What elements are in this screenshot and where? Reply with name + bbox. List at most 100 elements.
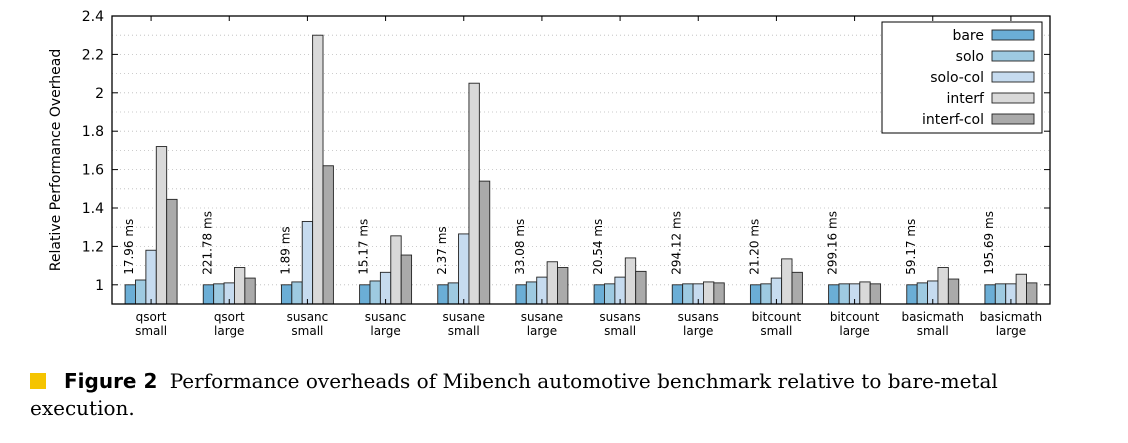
bar-solo-11 bbox=[994, 283, 1007, 305]
bar-solo-9 bbox=[838, 283, 850, 305]
y-tick-label: 1.6 bbox=[82, 163, 104, 179]
bar-bare-4 bbox=[437, 284, 449, 305]
legend: bare solo solo-col interf interf-col bbox=[881, 21, 1043, 134]
bar-interf-col-10 bbox=[947, 278, 960, 305]
bar-bare-5 bbox=[515, 284, 527, 305]
x-tick-label: susanc bbox=[365, 310, 407, 324]
y-tick-label: 1.8 bbox=[82, 124, 104, 140]
bar-interf-2 bbox=[312, 34, 324, 305]
bar-interf-col-8 bbox=[791, 271, 803, 305]
y-axis-label: Relative Performance Overhead bbox=[48, 49, 64, 271]
bar-annotation: 221.78 ms bbox=[200, 211, 214, 275]
x-tick-label-sub: small bbox=[760, 324, 792, 338]
bar-annotation: 2.37 ms bbox=[435, 226, 449, 274]
legend-label-interf: interf bbox=[946, 91, 985, 107]
bar-solo-col-4 bbox=[458, 233, 470, 305]
bar-interf-1 bbox=[233, 267, 246, 305]
bars bbox=[124, 34, 1038, 305]
bar-annotation: 21.20 ms bbox=[747, 219, 761, 275]
caption-text: Performance overheads of Mibench automot… bbox=[30, 369, 998, 420]
x-tick-label: basicmath bbox=[901, 310, 964, 324]
bar-bare-7 bbox=[671, 284, 684, 305]
bar-bare-3 bbox=[359, 284, 371, 305]
figure-caption: Figure 2 Performance overheads of Mibenc… bbox=[30, 368, 1090, 422]
legend-label-bare: bare bbox=[952, 28, 984, 44]
legend-swatch-interf-col bbox=[991, 113, 1035, 125]
bar-annotations: 17.96 ms 221.78 ms 1.89 ms 15.17 ms 2.37 ms 3… bbox=[122, 211, 996, 275]
bar-interf-col-4 bbox=[478, 180, 491, 305]
x-axis: qsortsmallqsortlargesusancsmallsusanclar… bbox=[135, 16, 1042, 338]
bar-annotation: 15.17 ms bbox=[357, 219, 371, 275]
bar-solo-col-0 bbox=[145, 249, 157, 305]
bar-interf-3 bbox=[390, 235, 402, 305]
y-tick-label: 2.2 bbox=[82, 47, 104, 63]
x-tick-label-sub: large bbox=[996, 324, 1026, 338]
x-tick-label-sub: small bbox=[917, 324, 949, 338]
legend-label-interf-col: interf-col bbox=[922, 112, 984, 128]
bar-bare-8 bbox=[749, 284, 762, 305]
x-tick-label: susane bbox=[443, 310, 485, 324]
legend-swatch-interf bbox=[991, 92, 1035, 104]
legend-label-solo-col: solo-col bbox=[930, 70, 984, 86]
bar-interf-4 bbox=[468, 82, 480, 305]
x-tick-label: bitcount bbox=[830, 310, 880, 324]
bar-bare-10 bbox=[906, 284, 918, 305]
x-tick-label-sub: small bbox=[604, 324, 636, 338]
bar-solo-10 bbox=[916, 282, 929, 305]
legend-swatch-solo-col bbox=[991, 71, 1035, 83]
bar-solo-7 bbox=[682, 283, 694, 305]
legend-swatch-bare bbox=[991, 29, 1035, 41]
x-tick-label: qsort bbox=[136, 310, 167, 324]
x-tick-label-sub: small bbox=[448, 324, 480, 338]
bar-interf-col-7 bbox=[713, 282, 725, 305]
bar-interf-10 bbox=[937, 267, 949, 305]
y-tick-label: 2.4 bbox=[82, 9, 104, 25]
bar-interf-col-11 bbox=[1026, 282, 1038, 305]
bar-interf-col-5 bbox=[557, 267, 569, 305]
bar-annotation: 33.08 ms bbox=[513, 219, 527, 275]
bar-interf-9 bbox=[859, 281, 871, 305]
x-tick-label: susans bbox=[599, 310, 640, 324]
y-tick-label: 1.4 bbox=[82, 201, 104, 217]
bar-interf-8 bbox=[781, 258, 793, 305]
x-tick-label-sub: large bbox=[683, 324, 713, 338]
caption-label: Figure 2 bbox=[64, 369, 158, 393]
x-tick-label: susane bbox=[521, 310, 563, 324]
y-tick-label: 1 bbox=[95, 278, 104, 294]
x-tick-label-sub: large bbox=[370, 324, 400, 338]
x-tick-label: susans bbox=[678, 310, 719, 324]
bar-bare-6 bbox=[593, 284, 605, 305]
x-tick-label-sub: large bbox=[527, 324, 557, 338]
bar-bare-1 bbox=[202, 284, 215, 305]
bar-solo-8 bbox=[760, 283, 772, 305]
plot-frame bbox=[111, 15, 1051, 305]
bar-interf-11 bbox=[1015, 273, 1027, 305]
bar-interf-5 bbox=[546, 261, 558, 305]
legend-swatch-solo bbox=[991, 50, 1035, 62]
caption-marker-icon bbox=[30, 373, 46, 389]
y-axis: 1 1.2 1.4 1.6 1.8 2 2.2 2.4 bbox=[82, 9, 1050, 294]
bar-interf-col-6 bbox=[635, 270, 647, 305]
bar-solo-0 bbox=[135, 279, 147, 305]
bar-bare-0 bbox=[124, 284, 136, 305]
bar-annotation: 1.89 ms bbox=[278, 226, 292, 274]
bar-solo-1 bbox=[213, 283, 225, 305]
bar-interf-col-2 bbox=[322, 165, 334, 305]
bar-interf-col-0 bbox=[166, 198, 178, 305]
bar-solo-5 bbox=[525, 281, 538, 305]
bar-solo-col-2 bbox=[301, 220, 314, 305]
bar-annotation: 294.12 ms bbox=[669, 211, 683, 275]
bar-bare-2 bbox=[280, 284, 293, 305]
bar-solo-3 bbox=[369, 280, 381, 305]
x-tick-label-sub: small bbox=[291, 324, 323, 338]
bar-annotation: 17.96 ms bbox=[122, 219, 136, 275]
x-tick-label: basicmath bbox=[980, 310, 1043, 324]
x-tick-label-sub: large bbox=[214, 324, 244, 338]
bar-interf-col-1 bbox=[244, 277, 256, 305]
bar-annotation: 299.16 ms bbox=[826, 211, 840, 275]
bar-solo-2 bbox=[291, 281, 303, 305]
x-tick-label-sub: small bbox=[135, 324, 167, 338]
x-tick-label-sub: large bbox=[839, 324, 869, 338]
legend-label-solo: solo bbox=[956, 49, 984, 65]
bar-interf-col-3 bbox=[400, 254, 413, 305]
